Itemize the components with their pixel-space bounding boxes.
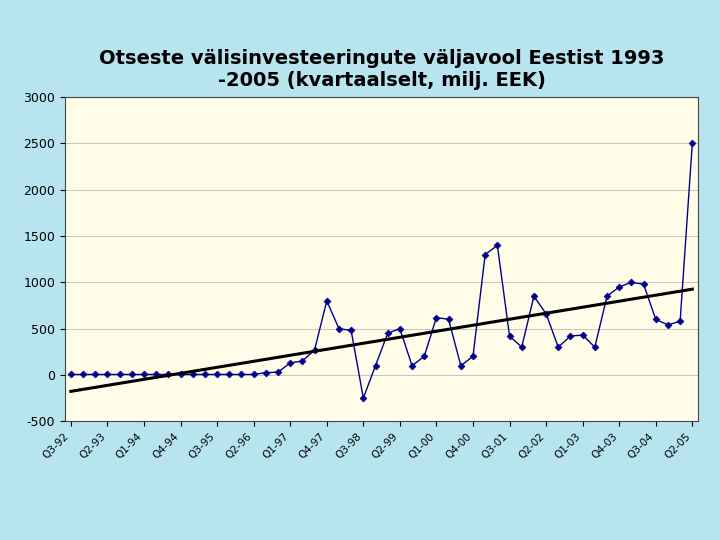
Title: Otseste välisinvesteeringute väljavool Eestist 1993
-2005 (kvartaalselt, milj. E: Otseste välisinvesteeringute väljavool E… — [99, 49, 665, 90]
